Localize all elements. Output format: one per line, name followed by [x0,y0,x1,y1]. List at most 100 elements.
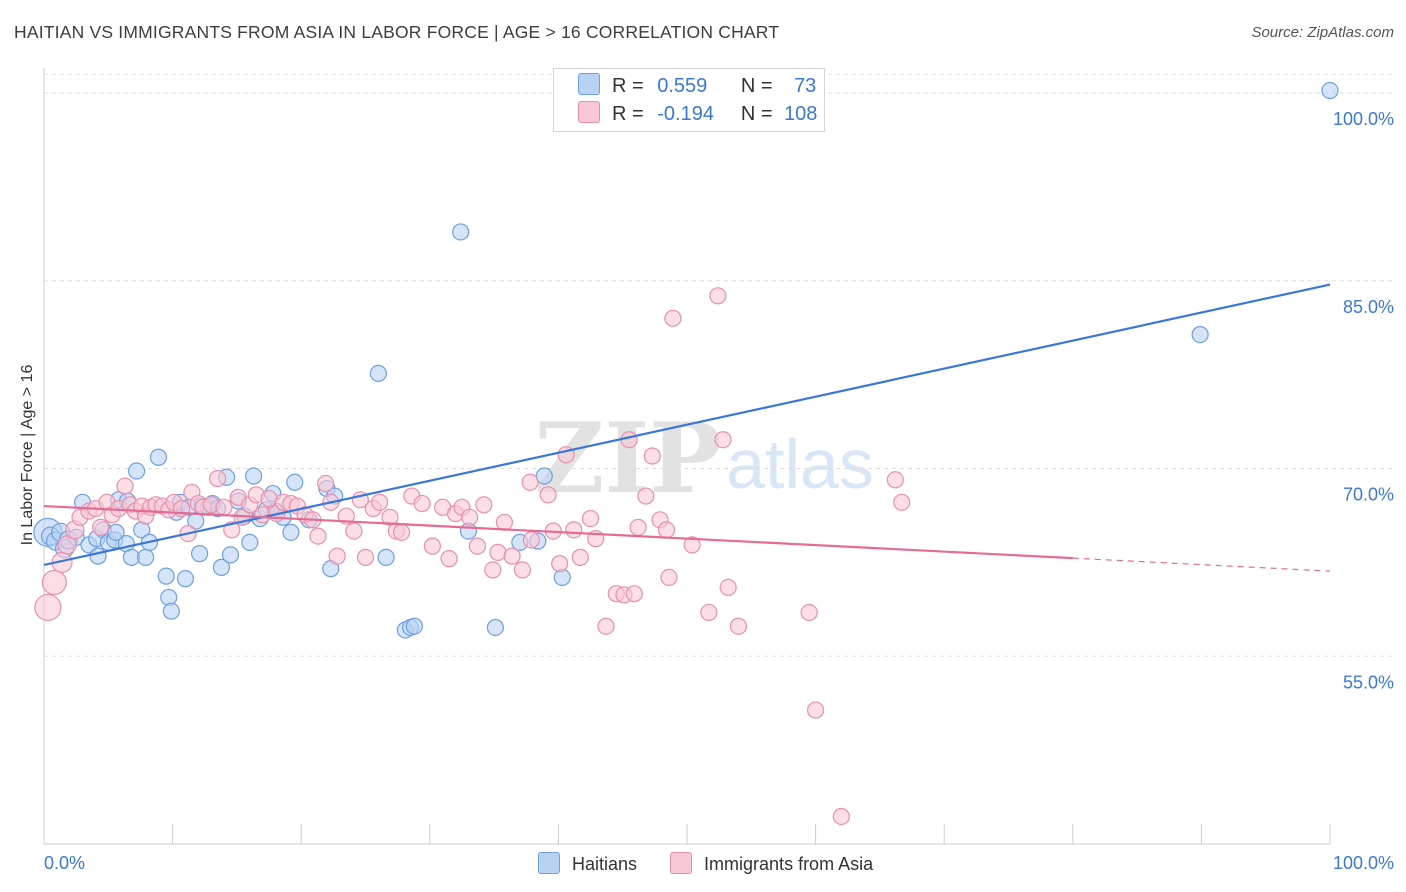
asia-point [215,498,233,516]
trend-line-haitians [43,283,1331,566]
haitian-point [241,533,259,551]
x-tick-label-min: 0.0% [44,853,85,873]
haitian-point [282,523,300,541]
asia-point [629,518,647,536]
legend-r-value-haitians: 0.559 [657,75,708,97]
asia-point [489,543,507,561]
haitian-point [245,467,263,485]
haitian-point [369,364,387,382]
trend-lines [43,283,1331,572]
y-tick-label: 70.0% [1343,485,1394,505]
asia-point [503,547,521,565]
asia-point [539,486,557,504]
asia-point [643,447,661,465]
asia-point [381,508,399,526]
legend-r-value-asia: -0.194 [657,103,714,125]
x-tick-label-max: 100.0% [1333,853,1394,873]
asia-point [513,561,531,579]
asia-point [620,431,638,449]
watermark-atlas: atlas [726,425,874,503]
asia-point [637,487,655,505]
legend-item-asia: Immigrants from Asia [670,852,873,875]
haitian-point [1321,81,1339,100]
tick-labels: 55.0% 70.0% 85.0% 100.0% 0.0% 100.0% [44,109,1394,873]
asia-point [660,568,678,587]
haitian-point [107,523,125,541]
chart-title: HAITIAN VS IMMIGRANTS FROM ASIA IN LABOR… [14,22,780,42]
asia-point [484,561,502,579]
asia-point [700,603,718,622]
legend-label-haitians: Haitians [572,854,638,874]
asia-point [260,489,278,508]
asia-point [41,569,67,596]
haitian-point [377,548,395,566]
asia-point [719,578,737,597]
legend-r-label: R = [612,75,644,97]
haitian-point [221,546,240,564]
asia-point [714,431,732,449]
haitian-point [89,547,107,565]
asia-point [709,287,727,305]
asia-point [893,493,911,511]
legend-swatch-pink [578,101,600,123]
y-tick-label: 55.0% [1343,672,1394,692]
asia-point [309,527,327,545]
asia-point [597,617,615,635]
asia-point [729,617,748,635]
series-immigrants-from-asia [34,287,911,826]
legend-label-asia: Immigrants from Asia [704,854,874,874]
haitian-point [486,618,504,637]
asia-point [657,521,676,539]
asia-point [440,550,458,568]
asia-point [413,494,431,513]
haitian-point [452,223,470,241]
series-haitians [33,81,1339,639]
legend-r-label: R = [612,103,644,125]
asia-point [461,508,479,526]
asia-point [91,518,110,536]
asia-point [475,496,493,514]
haitian-point [162,602,180,620]
asia-point [551,555,569,573]
haitian-point [1191,325,1209,344]
haitian-point [149,448,168,466]
asia-point [317,474,335,493]
legend-n-value-asia: 108 [784,103,818,125]
asia-point [571,548,589,566]
asia-point [209,469,227,488]
asia-point [356,548,375,566]
legend-swatch-asia [670,852,693,874]
haitian-point [136,548,155,566]
trend-line-extension [1072,557,1331,572]
legend-swatch-blue [578,73,600,95]
legend-item-haitians: Haitians [538,852,637,875]
asia-point [254,506,272,524]
haitian-point [176,570,195,588]
asia-point [34,593,62,622]
asia-point [521,473,539,491]
trend-line-asia [43,504,1073,560]
axes [43,68,1331,845]
haitian-point [535,467,553,485]
haitian-point [286,473,304,491]
asia-point [116,477,134,495]
haitian-point [191,545,209,563]
asia-point [345,522,363,540]
haitian-point [157,567,175,585]
watermark: ZIP atlas [534,402,874,515]
y-axis-title: In Labor Force | Age > 16 [19,364,36,546]
asia-point [806,701,825,719]
asia-point [57,535,77,555]
asia-point [371,493,389,511]
haitian-point [405,617,423,635]
legend-row-asia: R = -0.194 N = 108 [578,101,817,127]
legend-n-label: N = [740,75,773,97]
asia-point [886,471,904,489]
correlation-legend: R = 0.559 N = 73 R = -0.194 N = 108 [553,68,825,132]
asia-point [423,537,441,555]
asia-point [328,547,346,565]
haitian-point [212,558,231,576]
asia-point [664,309,682,327]
asia-point [495,513,513,531]
